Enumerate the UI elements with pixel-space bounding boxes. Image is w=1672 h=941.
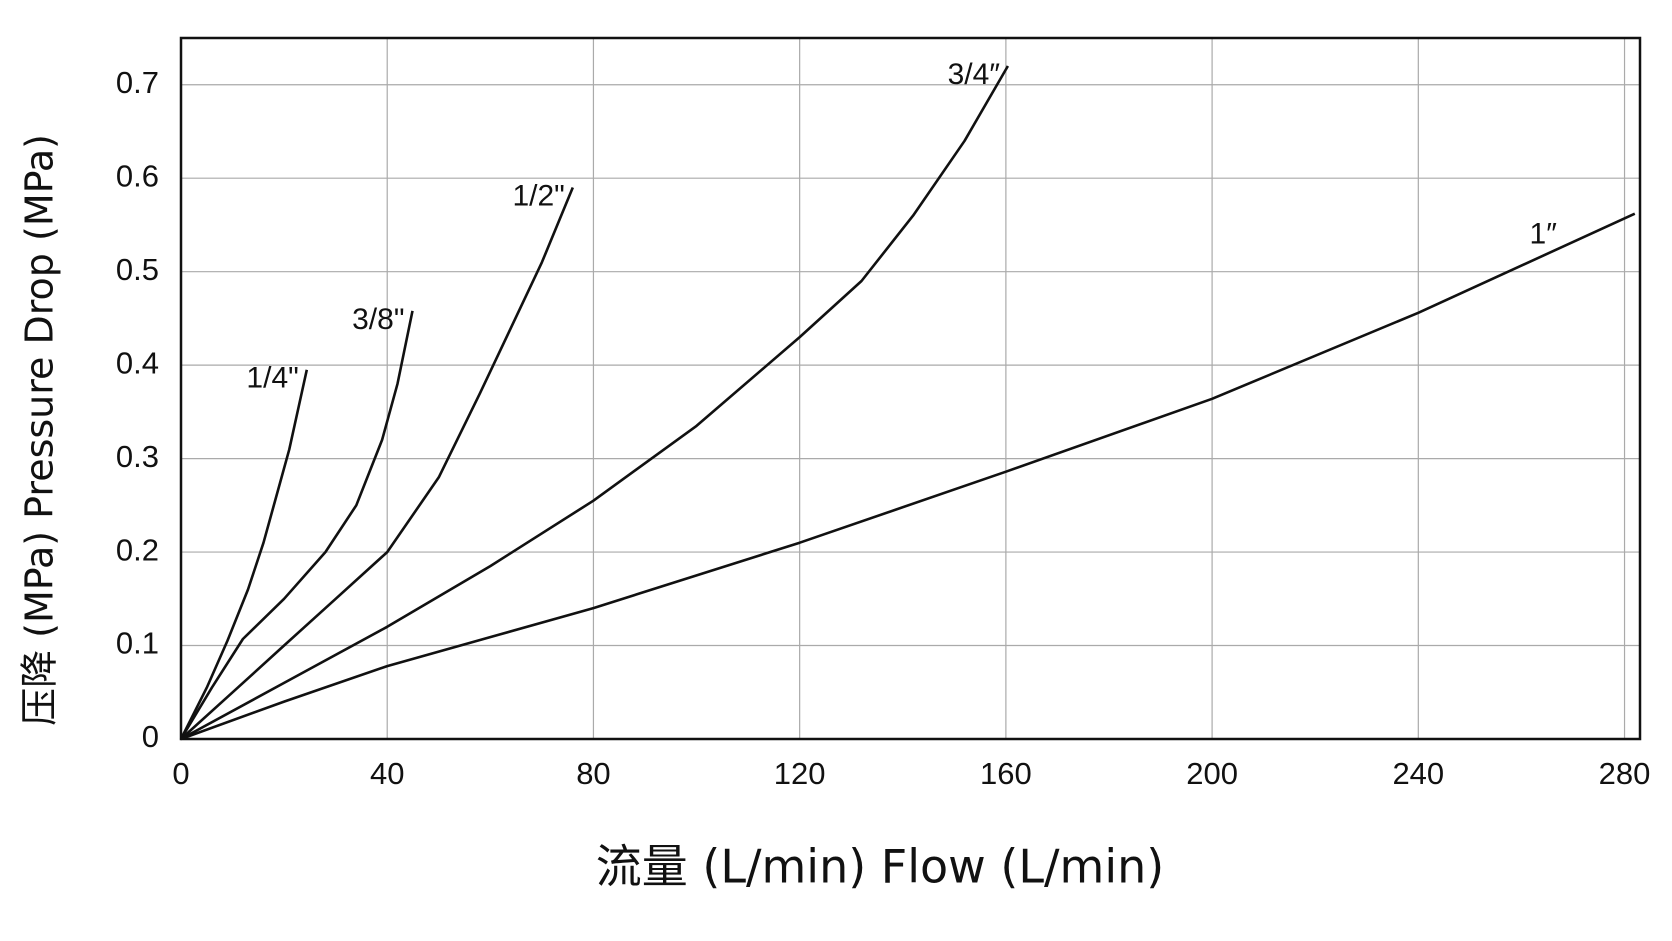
y-tick-label: 0.3	[116, 439, 159, 474]
x-tick-label: 160	[980, 756, 1032, 791]
series-line	[180, 187, 575, 740]
y-tick-label: 0.4	[116, 345, 159, 380]
series-line	[180, 65, 1010, 741]
x-axis-title: 流量 (L/min) Flow (L/min)	[596, 840, 1164, 894]
series-label: 1/4"	[246, 362, 298, 395]
series-label: 1/2"	[512, 179, 564, 212]
y-tick-label: 0.5	[116, 252, 159, 287]
y-tick-label: 0.7	[116, 65, 159, 100]
x-tick-label: 280	[1599, 756, 1651, 791]
series-label: 1″	[1530, 218, 1558, 251]
series-line	[179, 310, 414, 740]
series-label: 3/8"	[352, 303, 404, 336]
x-tick-label: 240	[1392, 756, 1444, 791]
y-axis-title: 压降 (MPa) Pressure Drop (MPa)	[18, 134, 62, 726]
series-line	[180, 212, 1636, 741]
plot-frame	[179, 36, 1642, 741]
series-line	[179, 369, 309, 740]
x-tick-label: 40	[370, 756, 404, 791]
y-tick-label: 0.1	[116, 626, 159, 661]
y-tick-label: 0.6	[116, 158, 159, 193]
x-tick-label: 200	[1186, 756, 1238, 791]
y-tick-label: 0	[142, 719, 159, 754]
x-tick-label: 80	[576, 756, 610, 791]
x-tick-label: 120	[774, 756, 826, 791]
y-tick-label: 0.2	[116, 532, 159, 567]
x-tick-label: 0	[172, 756, 189, 791]
series-label: 3/4″	[948, 58, 1001, 91]
